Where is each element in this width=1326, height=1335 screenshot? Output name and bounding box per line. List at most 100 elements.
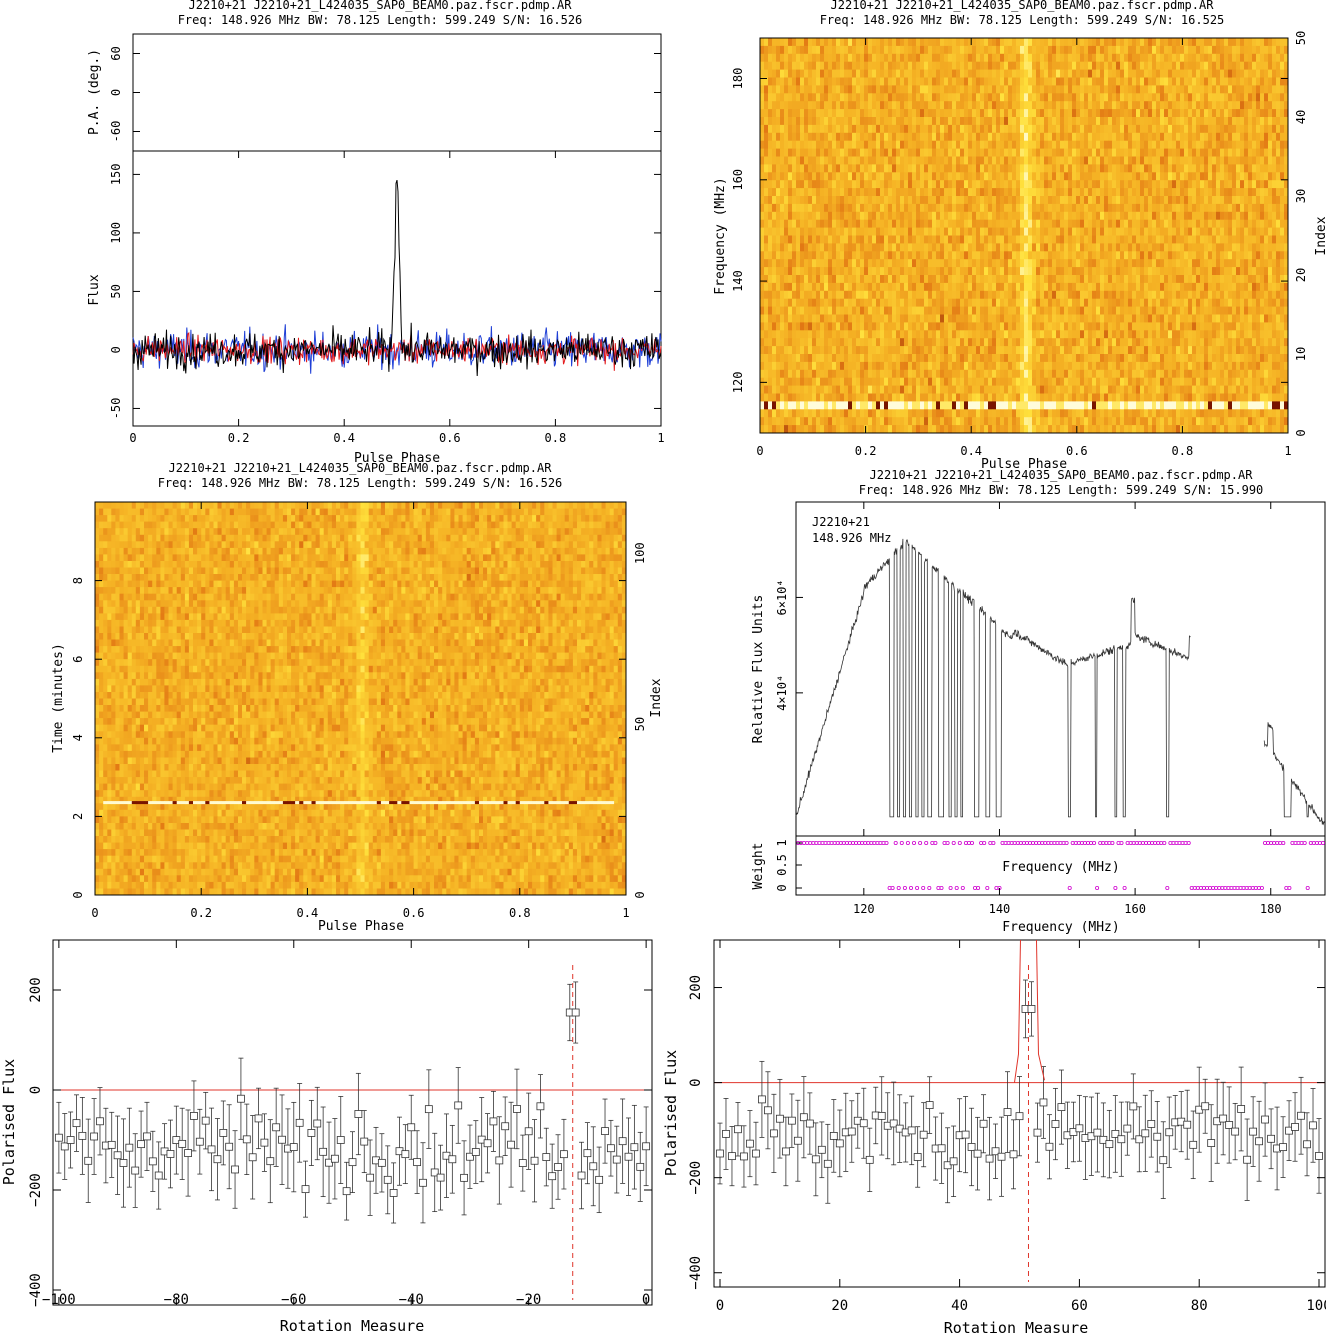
heatmap-cell <box>928 267 933 276</box>
heatmap-cell <box>1128 267 1133 276</box>
heatmap-cell <box>832 188 837 197</box>
heatmap-cell <box>1248 61 1253 70</box>
heatmap-cell <box>1052 85 1057 94</box>
heatmap-cell <box>760 211 765 220</box>
heatmap-cell <box>1248 227 1253 236</box>
heatmap-cell <box>1100 77 1105 86</box>
heatmap-cell <box>784 38 789 47</box>
heatmap-cell <box>768 196 773 205</box>
heatmap-cell <box>892 227 897 236</box>
heatmap-cell <box>764 164 769 173</box>
heatmap-cell <box>1088 322 1093 331</box>
heatmap-cell <box>1084 203 1089 213</box>
heatmap-cell <box>968 172 973 181</box>
heatmap-cell <box>1224 124 1229 134</box>
heatmap-cell <box>984 259 989 268</box>
heatmap-cell <box>980 219 985 228</box>
heatmap-cell <box>984 235 989 244</box>
heatmap-cell <box>1128 93 1133 102</box>
heatmap-cell <box>1056 109 1061 118</box>
heatmap-cell <box>1012 140 1017 149</box>
heatmap-cell <box>1164 148 1169 157</box>
heatmap-cell <box>820 61 825 70</box>
heatmap-cell <box>768 203 773 213</box>
heatmap-cell <box>1228 306 1233 315</box>
heatmap-cell <box>908 330 913 339</box>
heatmap-cell <box>856 45 861 55</box>
heatmap-cell <box>1076 275 1081 284</box>
heatmap-cell <box>1196 101 1201 110</box>
heatmap-cell <box>896 314 901 323</box>
heatmap-cell <box>812 298 817 307</box>
heatmap-cell <box>1216 132 1221 141</box>
heatmap-cell <box>1028 196 1033 205</box>
profile-series <box>132 179 662 377</box>
heatmap-cell <box>832 306 837 315</box>
heatmap-cell <box>1244 290 1249 299</box>
heatmap-cell <box>1152 203 1157 213</box>
heatmap-cell <box>1236 124 1241 134</box>
heatmap-cell <box>1068 267 1073 276</box>
heatmap-cell <box>1132 45 1137 55</box>
heatmap-cell <box>1272 180 1277 189</box>
heatmap-cell <box>1016 124 1021 134</box>
heatmap-cell <box>1260 306 1265 315</box>
heatmap-cell <box>1144 251 1149 260</box>
heatmap-cell <box>932 196 937 205</box>
heatmap-cell <box>1236 156 1241 165</box>
heatmap-cell <box>1040 156 1045 165</box>
heatmap-cell <box>1196 140 1201 149</box>
heatmap-cell <box>780 314 785 323</box>
heatmap-cell <box>916 164 921 173</box>
heatmap-cell <box>800 93 805 102</box>
heatmap-cell <box>1232 243 1237 252</box>
heatmap-cell <box>916 77 921 86</box>
heatmap-cell <box>1156 117 1161 126</box>
heatmap-cell <box>1164 290 1169 299</box>
heatmap-cell <box>1036 164 1041 173</box>
heatmap-cell <box>1156 259 1161 268</box>
heatmap-cell <box>1064 306 1069 315</box>
heatmap-cell <box>1124 275 1129 284</box>
heatmap-cell <box>772 38 777 47</box>
heatmap-cell <box>776 314 781 323</box>
heatmap-cell <box>992 322 997 331</box>
heatmap-cell <box>1252 251 1257 260</box>
heatmap-cell <box>944 298 949 307</box>
heatmap-cell <box>1252 132 1257 141</box>
heatmap-cell <box>1048 322 1053 331</box>
heatmap-cell <box>1168 109 1173 118</box>
heatmap-cell <box>856 259 861 268</box>
heatmap-cell <box>900 117 905 126</box>
heatmap-cell <box>1024 188 1029 197</box>
heatmap-cell <box>1080 211 1085 220</box>
heatmap-cell <box>920 93 925 102</box>
heatmap-cell <box>1272 69 1277 78</box>
heatmap-cell <box>804 251 809 260</box>
heatmap-cell <box>1032 211 1037 220</box>
heatmap-cell <box>944 219 949 228</box>
heatmap-cell <box>1072 38 1077 47</box>
heatmap-cell <box>948 85 953 94</box>
heatmap-cell <box>1220 77 1225 86</box>
heatmap-cell <box>836 235 841 244</box>
heatmap-cell <box>916 314 921 323</box>
heatmap-cell <box>868 124 873 134</box>
heatmap-cell <box>1180 306 1185 315</box>
heatmap-cell <box>1060 203 1065 213</box>
heatmap-cell <box>1020 267 1025 276</box>
heatmap-cell <box>972 85 977 94</box>
heatmap-cell <box>1104 267 1109 276</box>
heatmap-cell <box>1284 109 1289 118</box>
heatmap-cell <box>940 267 945 276</box>
heatmap-cell <box>900 227 905 236</box>
heatmap-cell <box>780 219 785 228</box>
heatmap-cell <box>768 314 773 323</box>
heatmap-cell <box>1124 61 1129 70</box>
heatmap-cell <box>872 322 877 331</box>
heatmap-cell <box>1268 203 1273 213</box>
heatmap-cell <box>1180 251 1185 260</box>
heatmap-cell <box>784 188 789 197</box>
heatmap-cell <box>916 101 921 110</box>
heatmap-cell <box>1096 69 1101 78</box>
